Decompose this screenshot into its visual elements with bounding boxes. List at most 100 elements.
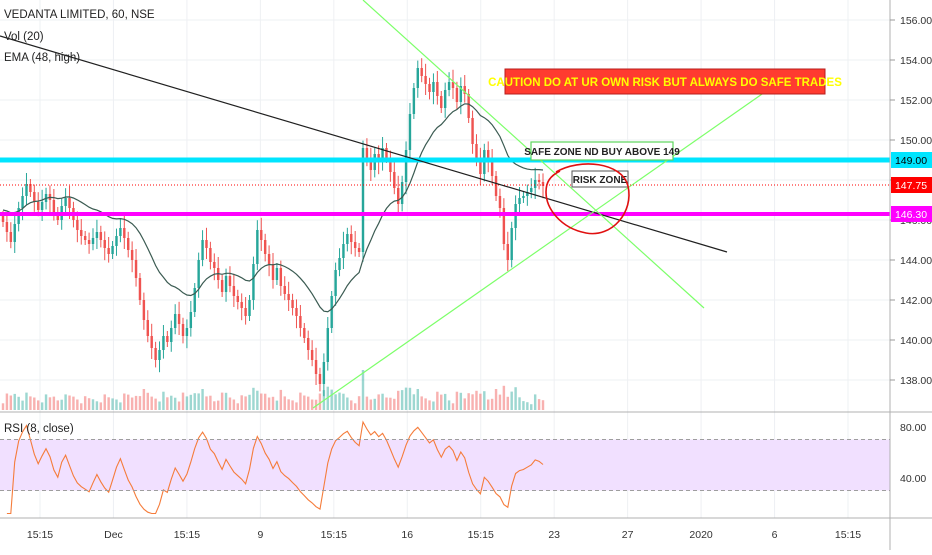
candle-body	[541, 182, 545, 186]
risk-zone-callout-text: RISK ZONE	[573, 175, 628, 186]
volume-bar	[287, 399, 290, 410]
volume-bar	[365, 396, 369, 410]
volume-bar	[138, 396, 142, 410]
rsi-line	[6, 420, 544, 515]
volume-bar	[240, 395, 243, 410]
volume-bar	[123, 393, 126, 410]
candle-body	[287, 294, 290, 300]
volume-bar	[440, 394, 443, 410]
candle-body	[177, 314, 181, 324]
volume-bar	[283, 396, 286, 410]
volume-bar	[490, 398, 494, 410]
candle-body	[494, 176, 498, 196]
candle-body	[310, 350, 314, 360]
level-146-30-line	[0, 212, 890, 216]
volume-bar	[263, 393, 267, 410]
volume-bar	[224, 392, 228, 410]
safe-zone-callout-box[interactable]	[530, 141, 674, 161]
candle-body	[479, 160, 482, 174]
price-tick-label: 156.00	[900, 15, 932, 27]
volume-bar	[236, 403, 239, 410]
candle-body	[455, 88, 459, 102]
volume-bar	[416, 389, 419, 410]
time-tick-label: 15:15	[174, 529, 200, 541]
volume-bar	[357, 396, 361, 410]
volume-bar	[428, 400, 431, 410]
volume-bar	[291, 400, 294, 410]
legend-volume[interactable]: Vol (20)	[4, 31, 44, 43]
candle-body	[119, 228, 122, 236]
volume-bar	[537, 399, 541, 410]
price-tick-label: 138.00	[900, 375, 932, 387]
volume-bar	[530, 404, 533, 410]
volume-bar	[217, 400, 220, 410]
trendline-ascending-green	[312, 91, 766, 409]
volume-bar	[33, 397, 36, 410]
price-badge-label: 146.30	[895, 209, 927, 221]
candle-body	[506, 244, 509, 260]
volume-bar	[244, 396, 247, 410]
candle-body	[490, 160, 494, 176]
candle-body	[197, 260, 200, 288]
candlesticks[interactable]	[1, 58, 545, 397]
volume-bar	[342, 393, 345, 410]
volume-bar	[154, 398, 157, 410]
legend-symbol[interactable]: VEDANTA LIMITED, 60, NSE	[4, 9, 155, 21]
risk-zone-callout-box[interactable]	[571, 170, 629, 188]
horizontal-levels[interactable]	[0, 157, 890, 217]
candle-body	[189, 312, 193, 328]
time-axis[interactable]: 15:15 Dec 15:15 9 15:15 16 15:15 23 27 2020 6 15:15	[27, 529, 861, 541]
candle-body	[459, 86, 463, 102]
time-tick-label: 23	[548, 529, 560, 541]
volume-bar	[377, 394, 380, 410]
caution-callout-box[interactable]	[504, 68, 826, 95]
candle-body	[220, 280, 224, 292]
volume-bar	[373, 398, 376, 410]
candle-body	[451, 82, 455, 88]
candle-body	[115, 236, 118, 246]
volume-bar	[506, 396, 509, 410]
volume-bar	[494, 389, 498, 410]
time-tick-label: 16	[401, 529, 413, 541]
volume-bar	[522, 401, 525, 410]
volume-bar	[232, 399, 236, 410]
candle-body	[385, 148, 388, 158]
candle-body	[263, 240, 267, 254]
volume-bar	[25, 392, 28, 410]
volume-bar	[150, 396, 153, 410]
volume-bar	[213, 401, 216, 410]
volume-bar	[158, 401, 161, 410]
candle-body	[134, 260, 138, 278]
candle-body	[142, 300, 146, 320]
volume-bar	[467, 393, 470, 410]
legend-rsi[interactable]: RSI (8, close)	[4, 423, 74, 435]
candle-body	[322, 362, 326, 384]
candle-body	[447, 82, 451, 90]
candle-body	[424, 76, 427, 84]
candle-body	[107, 248, 110, 254]
volume-bar	[9, 395, 13, 410]
legend-ema[interactable]: EMA (48, high)	[4, 52, 80, 64]
risk-zone-circle[interactable]	[545, 163, 630, 235]
price-badge-label: 149.00	[895, 155, 927, 167]
candle-body	[412, 88, 416, 114]
candle-body	[185, 328, 189, 336]
volume-bar	[21, 400, 24, 410]
volume-bar	[248, 394, 251, 410]
candle-body	[291, 300, 294, 308]
volume-bar	[115, 399, 118, 410]
volume-bar	[166, 397, 169, 410]
volume-bar	[256, 390, 259, 410]
candle-body	[87, 240, 91, 244]
volume-bar	[475, 390, 478, 410]
volume-bar	[13, 393, 16, 410]
rsi-axis[interactable]: 40.00 80.00	[900, 422, 926, 485]
candle-body	[37, 202, 40, 210]
candle-body	[271, 264, 275, 280]
volume-bar	[510, 391, 513, 410]
candle-body	[173, 314, 177, 328]
candle-body	[522, 196, 525, 198]
candle-body	[350, 234, 353, 242]
volume-bar	[271, 396, 275, 410]
